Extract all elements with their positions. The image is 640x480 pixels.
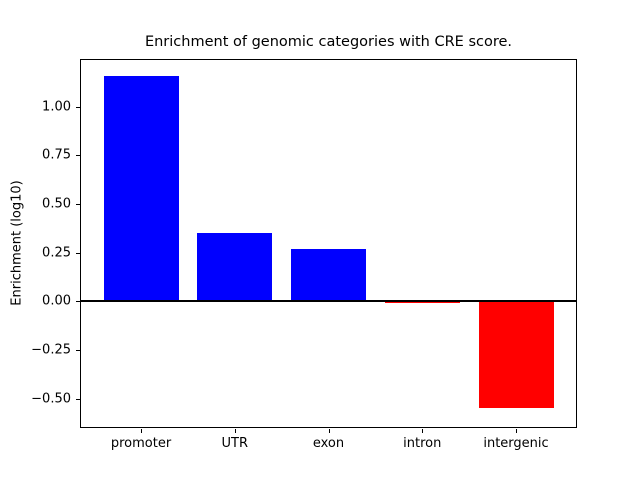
y-tick [76,204,80,206]
x-tick [516,429,517,433]
x-tick-label: exon [312,436,345,451]
y-tick [76,398,80,400]
y-axis-label: Enrichment (log10) [9,180,25,306]
x-tick-label: intergenic [483,436,549,451]
y-tick [76,252,80,254]
y-tick-label: 1.00 [42,99,71,115]
bar-intergenic [478,301,554,409]
y-tick [76,155,80,157]
x-tick [422,429,424,433]
chart-title: Enrichment of genomic categories with CR… [144,34,513,50]
y-tick-label: −0.25 [31,342,71,358]
x-tick [328,429,330,433]
x-tick [141,429,142,433]
y-tick-label: 0.50 [42,196,71,212]
zero-line [81,300,576,303]
y-tick [76,350,80,352]
bar-UTR [197,233,273,302]
x-tick-label: promoter [110,436,172,451]
x-tick-label: intron [403,436,442,451]
x-tick-label: UTR [221,436,249,451]
y-tick [76,301,80,303]
bar-exon [291,248,366,302]
x-tick [234,429,236,433]
y-tick-label: 0.25 [42,245,71,261]
bar-promoter [103,75,179,302]
y-tick [76,106,80,108]
y-tick-label: 0.00 [42,293,71,309]
y-tick-label: 0.75 [42,147,71,163]
plot-area: promoter UTR exon intron intergenic 1.00 0.75 0… [31,59,577,451]
y-tick-label: −0.50 [31,391,71,407]
